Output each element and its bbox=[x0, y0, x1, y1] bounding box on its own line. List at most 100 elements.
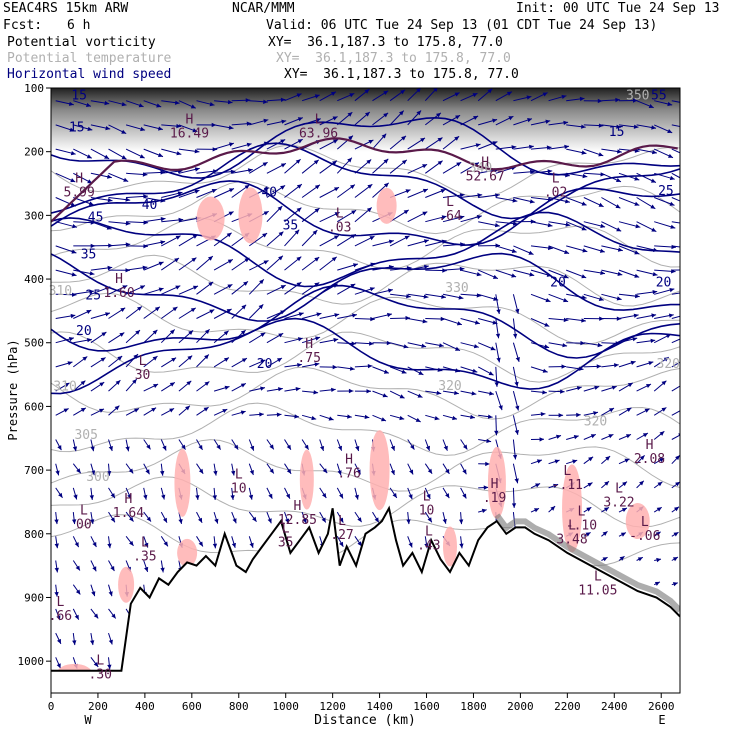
wind-vector-head bbox=[349, 366, 355, 371]
wind-vector-head bbox=[416, 110, 422, 116]
wind-vector bbox=[671, 338, 680, 344]
wind-vector-head bbox=[89, 495, 94, 500]
plot-frame bbox=[50, 87, 681, 694]
theta-contour bbox=[51, 402, 680, 456]
wind-vector-head bbox=[420, 137, 425, 143]
wind-vector-head bbox=[152, 356, 158, 361]
wind-vector-head bbox=[125, 221, 131, 226]
wind-vector-head bbox=[144, 566, 149, 572]
wind-vector-head bbox=[472, 368, 478, 373]
wind-vector bbox=[671, 148, 680, 154]
wind-vector-head bbox=[530, 219, 536, 224]
wind-vector-head bbox=[445, 468, 450, 474]
wind-vector-head bbox=[295, 387, 301, 392]
wind-vector-head bbox=[138, 103, 144, 108]
wind-vector-head bbox=[286, 493, 290, 499]
wind-vector-head bbox=[472, 93, 478, 98]
wind-vector-head bbox=[441, 294, 446, 299]
wind-vector-head bbox=[550, 506, 556, 511]
wind-vector-head bbox=[82, 356, 88, 361]
wind-vector-head bbox=[593, 411, 598, 416]
wind-vector-head bbox=[350, 283, 356, 288]
wind-vector-head bbox=[211, 122, 217, 128]
wind-vector-head bbox=[99, 382, 105, 387]
extremum-value: .27 bbox=[330, 528, 353, 543]
wind-vector-head bbox=[383, 369, 389, 374]
wind-vector-head bbox=[364, 89, 370, 94]
extremum-value: 35 bbox=[278, 536, 294, 551]
wind-vector-head bbox=[127, 493, 132, 499]
wind-vector-head bbox=[455, 346, 460, 351]
wind-vector-head bbox=[399, 394, 405, 399]
wind-vector-head bbox=[57, 445, 62, 451]
x-tick-label: 600 bbox=[182, 700, 202, 713]
wind-vector-head bbox=[263, 187, 269, 192]
y-tick-label: 700 bbox=[24, 464, 44, 477]
theta-contour-label: 310 bbox=[53, 380, 76, 395]
wind-vector bbox=[671, 410, 680, 416]
wind-vector-head bbox=[475, 143, 481, 148]
wind-vector-head bbox=[114, 405, 120, 411]
wind-vector-head bbox=[546, 145, 552, 150]
wind-vector-head bbox=[422, 319, 428, 324]
wind-vector-head bbox=[437, 367, 443, 372]
wind-vector-head bbox=[614, 363, 619, 368]
wind-vector-head bbox=[476, 215, 482, 220]
extremum-value: 3.48 bbox=[556, 532, 587, 547]
wind-vector-head bbox=[211, 189, 217, 193]
wind-vector-head bbox=[642, 433, 648, 438]
wind-vector-head bbox=[687, 202, 692, 206]
wind-vector-head bbox=[650, 204, 656, 209]
wind-vector-head bbox=[367, 184, 373, 189]
wind-vector-head bbox=[163, 541, 168, 547]
extremum-value: .66 bbox=[49, 609, 72, 624]
wind-vector-head bbox=[546, 272, 552, 277]
wind-speed-contour bbox=[51, 284, 680, 359]
wind-contour-label: 35 bbox=[283, 218, 299, 233]
wind-vector-head bbox=[190, 307, 196, 313]
wind-vector-head bbox=[104, 100, 110, 106]
wind-speed-contour bbox=[51, 142, 680, 220]
wind-vector-head bbox=[91, 591, 96, 597]
wind-vector-head bbox=[427, 517, 432, 523]
wind-vector-head bbox=[198, 468, 204, 474]
wind-vector-head bbox=[74, 542, 79, 548]
wind-vector-head bbox=[70, 202, 76, 207]
extremum-value: 1.60 bbox=[103, 286, 134, 301]
wind-vector-head bbox=[445, 493, 450, 499]
wind-vector-head bbox=[263, 211, 269, 216]
wind-vector-head bbox=[93, 662, 99, 667]
wind-vector-head bbox=[146, 444, 151, 450]
wind-vector-head bbox=[203, 407, 209, 412]
theta-contour-label: 305 bbox=[74, 428, 97, 443]
wind-vector-head bbox=[596, 364, 602, 369]
wind-vector-head bbox=[192, 128, 198, 133]
wind-vector-head bbox=[248, 494, 254, 500]
wind-vector bbox=[671, 221, 680, 224]
wind-vector-head bbox=[247, 168, 253, 173]
pv-shade bbox=[174, 448, 191, 517]
wind-vector-head bbox=[322, 468, 328, 474]
wind-contour-label: 25 bbox=[85, 288, 101, 303]
wind-vector-head bbox=[366, 207, 372, 213]
wind-vector-head bbox=[280, 310, 286, 315]
extremum-value: .76 bbox=[337, 467, 360, 482]
wind-vector-head bbox=[54, 519, 59, 525]
wind-vector-head bbox=[494, 430, 499, 436]
extremum-marker: L bbox=[578, 504, 586, 519]
wind-vector-head bbox=[582, 173, 588, 179]
wind-vector-head bbox=[374, 517, 379, 523]
y-tick-label: 200 bbox=[24, 146, 44, 159]
wind-vector-head bbox=[349, 93, 355, 98]
wind-vector-head bbox=[653, 247, 658, 252]
wind-vector-head bbox=[650, 178, 656, 183]
wind-vector-head bbox=[63, 408, 69, 413]
wind-vector-head bbox=[587, 482, 593, 487]
wind-vector bbox=[671, 434, 680, 440]
wind-vector-head bbox=[423, 239, 429, 244]
wind-vector-head bbox=[355, 446, 360, 451]
wind-vector-head bbox=[513, 333, 518, 339]
wind-vector-head bbox=[104, 154, 110, 159]
pv-shade bbox=[177, 538, 198, 567]
wind-vector-head bbox=[107, 174, 112, 179]
